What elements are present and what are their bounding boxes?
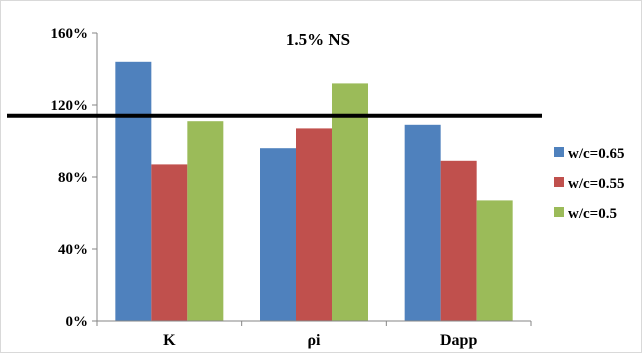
- bars-layer: [115, 61, 513, 322]
- x-tick-label: ρi: [307, 332, 321, 349]
- y-tick-label: 80%: [58, 170, 88, 186]
- x-tick-label: K: [163, 332, 176, 349]
- legend-swatch: [554, 147, 564, 157]
- legend-swatch: [554, 177, 564, 187]
- chart-title: 1.5% NS: [286, 30, 350, 49]
- legend-label: w/c=0.55: [568, 176, 624, 192]
- bar-w-c-0-5-1: [332, 83, 368, 322]
- x-tick-label: Dapp: [440, 332, 477, 349]
- y-tick-label: 120%: [51, 98, 89, 114]
- bar-w-c-0-55-0: [151, 164, 188, 321]
- y-tick-labels: 0% 40% 80% 120% 160%: [51, 26, 89, 330]
- bar-w-c-0-65-2: [404, 124, 441, 321]
- y-tick-label: 160%: [51, 26, 89, 42]
- y-tick-label: 0%: [66, 314, 89, 330]
- bar-w-c-0-55-2: [440, 160, 477, 321]
- axes-layer: [92, 32, 532, 326]
- legend: w/c=0.65 w/c=0.55 w/c=0.5: [554, 146, 624, 222]
- bar-w-c-0-5-0: [187, 121, 224, 321]
- y-tick-label: 40%: [58, 242, 88, 258]
- legend-swatch: [554, 207, 564, 217]
- bar-w-c-0-5-2: [476, 200, 513, 321]
- bar-w-c-0-55-1: [296, 128, 332, 321]
- legend-label: w/c=0.5: [568, 206, 617, 222]
- bar-w-c-0-65-1: [260, 148, 296, 321]
- bar-w-c-0-65-0: [115, 61, 152, 322]
- legend-label: w/c=0.65: [568, 146, 624, 162]
